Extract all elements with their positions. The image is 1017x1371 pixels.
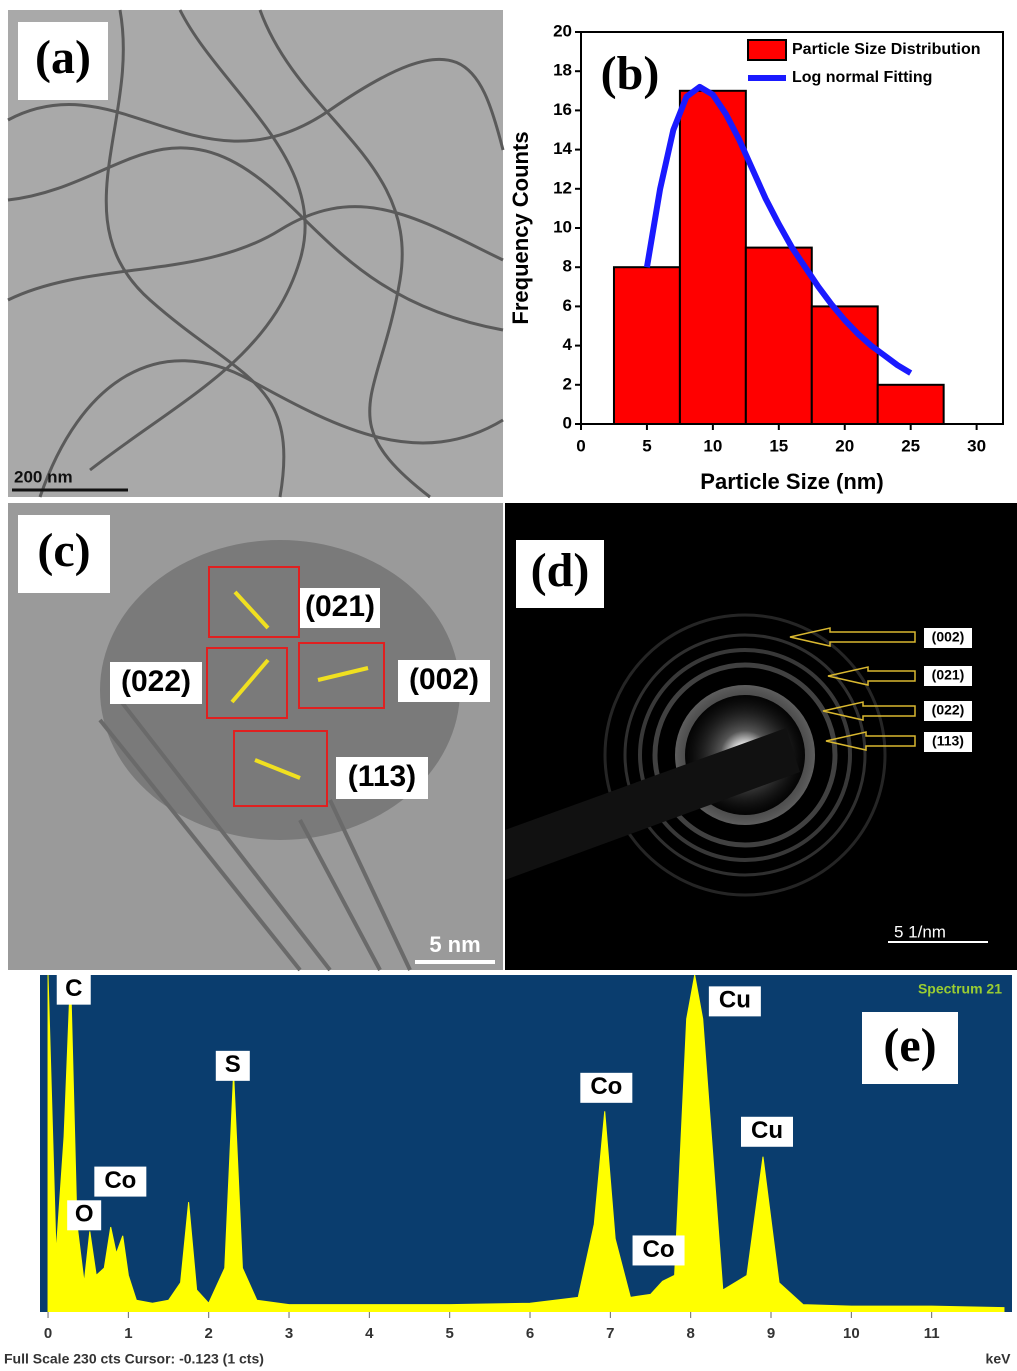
x-tick-label: 9 xyxy=(767,1325,775,1342)
y-tick-label: 2 xyxy=(563,374,572,393)
x-tick-label: 7 xyxy=(606,1325,614,1342)
legend-label: Particle Size Distribution xyxy=(792,41,980,58)
x-tick-label: 0 xyxy=(44,1325,52,1342)
x-tick-label: 6 xyxy=(526,1325,534,1342)
y-tick-label: 16 xyxy=(553,100,572,119)
x-tick-label: 20 xyxy=(835,436,854,455)
x-tick-label: 11 xyxy=(924,1325,940,1342)
panel-c: (c) (021) (022) (002) (113) 5 nm xyxy=(8,503,503,970)
bar xyxy=(680,91,746,424)
plane-label: (113) xyxy=(348,760,416,793)
bar xyxy=(878,385,944,424)
x-tick-label: 30 xyxy=(967,436,986,455)
y-tick-label: 8 xyxy=(563,257,572,276)
x-axis-label: keV xyxy=(986,1351,1012,1367)
panel-label: (d) xyxy=(531,544,590,597)
peak-label: C xyxy=(65,975,82,1002)
peak-label: Cu xyxy=(751,1117,783,1144)
peak-label: O xyxy=(75,1201,94,1228)
peak-label: Co xyxy=(590,1073,622,1100)
x-tick-label: 3 xyxy=(285,1325,293,1342)
histogram-chart: 0 2 4 6 8 10 12 14 16 18 20 0 5 10 15 20 25 30 Particle Si… xyxy=(508,21,1003,493)
figure: (a) 200 nm (c) (021) (022) (002) (113) xyxy=(0,0,1017,1371)
y-tick-label: 0 xyxy=(563,413,572,432)
x-axis-label: Particle Size (nm) xyxy=(700,469,883,494)
spectrum-title: Spectrum 21 xyxy=(918,981,1002,997)
plane-label: (002) xyxy=(409,663,479,696)
x-tick-label: 1 xyxy=(124,1325,132,1342)
panel-label: (e) xyxy=(883,1019,936,1072)
panel-label: (a) xyxy=(35,31,91,84)
scale-bar-label: 5 nm xyxy=(429,932,480,957)
y-tick-label: 20 xyxy=(553,21,572,40)
scale-bar-label: 5 1/nm xyxy=(894,922,946,941)
scale-bar-label: 200 nm xyxy=(14,467,73,486)
x-tick-label: 10 xyxy=(703,436,722,455)
bar xyxy=(614,267,680,424)
y-tick-label: 10 xyxy=(553,217,572,236)
ring-label: (022) xyxy=(932,702,965,718)
bar xyxy=(746,248,812,424)
y-tick-label: 18 xyxy=(553,61,572,80)
plane-label: (021) xyxy=(305,590,375,623)
x-tick-label: 15 xyxy=(769,436,788,455)
footer: Full Scale 230 cts Cursor: -0.123 (1 cts… xyxy=(4,1351,264,1367)
panel-a: (a) 200 nm xyxy=(8,10,503,497)
y-tick-label: 6 xyxy=(563,296,572,315)
ring-label: (113) xyxy=(932,733,964,749)
x-tick-label: 2 xyxy=(205,1325,213,1342)
x-tick-label: 0 xyxy=(576,436,585,455)
ring-label: (021) xyxy=(932,667,965,683)
y-tick-label: 12 xyxy=(553,178,572,197)
y-tick-label: 14 xyxy=(553,139,572,158)
panel-d: (d) (002) (021) (022) (113) 5 1/nm xyxy=(505,503,1017,970)
x-tick-label: 25 xyxy=(901,436,920,455)
plane-label: (022) xyxy=(121,665,191,698)
peak-label: S xyxy=(225,1051,241,1078)
legend-label: Log normal Fitting xyxy=(792,69,932,86)
peak-label: Cu xyxy=(719,987,751,1014)
x-tick-label: 5 xyxy=(642,436,651,455)
legend-swatch xyxy=(748,40,786,60)
x-tick-label: 8 xyxy=(687,1325,695,1342)
peak-label: Co xyxy=(104,1167,136,1194)
eds-chart: Spectrum 21 0 1 2 3 4 5 6 7 8 9 10 11 keV Full Scale 2… xyxy=(4,975,1012,1367)
panel-label: (c) xyxy=(37,524,90,577)
panel-label: (b) xyxy=(601,47,660,100)
y-tick-label: 4 xyxy=(563,335,573,354)
ring-label: (002) xyxy=(932,629,965,645)
y-axis-label: Frequency Counts xyxy=(508,131,533,324)
peak-label: Co xyxy=(643,1236,675,1263)
x-tick-label: 4 xyxy=(365,1325,374,1342)
x-tick-label: 5 xyxy=(446,1325,454,1342)
x-tick-label: 10 xyxy=(843,1325,860,1342)
